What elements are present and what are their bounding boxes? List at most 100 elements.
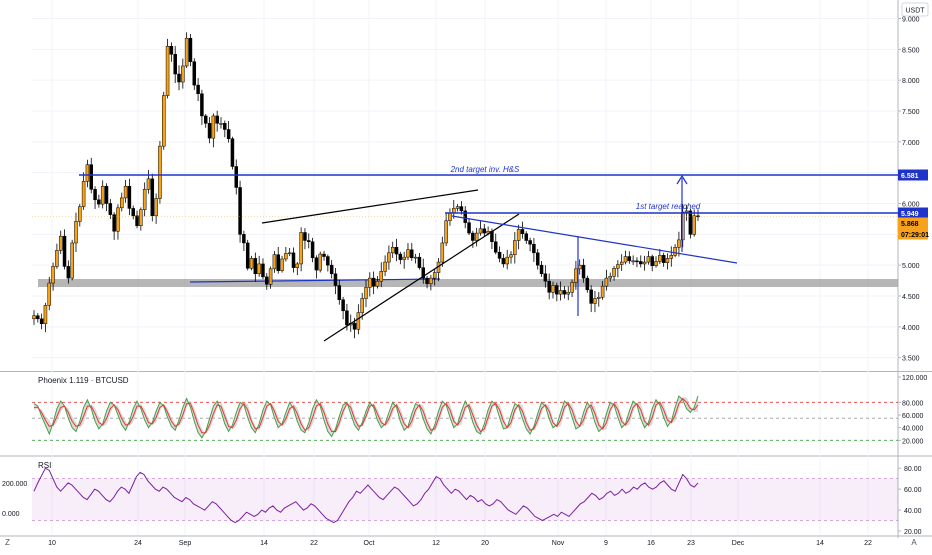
time-tick-label: Nov bbox=[552, 540, 565, 547]
candle bbox=[566, 286, 571, 301]
candle bbox=[112, 212, 116, 240]
rsi-tick-label: 60.00 bbox=[904, 487, 922, 494]
candle bbox=[619, 254, 624, 271]
phoenix-title: Phoenix 1.119 · BTCUSD bbox=[38, 376, 129, 385]
candle bbox=[375, 276, 380, 289]
candle bbox=[131, 205, 135, 220]
candle bbox=[398, 251, 403, 265]
timezone-button[interactable]: Z bbox=[5, 538, 10, 547]
candle bbox=[665, 253, 670, 270]
candle bbox=[299, 227, 303, 272]
candle bbox=[368, 272, 372, 297]
candle bbox=[387, 245, 391, 270]
candle bbox=[471, 230, 475, 248]
countdown-label: 07:29:01 bbox=[898, 228, 929, 240]
candle bbox=[581, 258, 586, 283]
candle bbox=[135, 210, 139, 229]
candle bbox=[555, 282, 559, 302]
time-tick-label: 10 bbox=[48, 540, 56, 547]
candle bbox=[532, 237, 536, 262]
candle bbox=[509, 251, 513, 264]
svg-text:6.581: 6.581 bbox=[901, 173, 919, 180]
candle bbox=[680, 204, 685, 248]
candle bbox=[173, 46, 177, 84]
candle bbox=[219, 117, 223, 129]
candle bbox=[654, 256, 658, 268]
candle bbox=[535, 248, 540, 270]
candle bbox=[123, 179, 128, 203]
candle bbox=[192, 58, 197, 90]
auto-scale-button[interactable]: A bbox=[911, 538, 917, 547]
candle bbox=[379, 262, 384, 288]
candle bbox=[440, 236, 445, 267]
candle bbox=[203, 114, 208, 128]
target-arrow-head-icon bbox=[676, 174, 688, 185]
candle bbox=[493, 233, 498, 255]
candle bbox=[43, 302, 48, 333]
candle bbox=[677, 231, 681, 257]
candle bbox=[658, 248, 662, 265]
candle bbox=[547, 273, 551, 300]
candle bbox=[307, 233, 311, 249]
candle bbox=[211, 113, 216, 148]
candle bbox=[196, 78, 200, 102]
candle bbox=[394, 238, 399, 262]
svg-text:07:29:01: 07:29:01 bbox=[901, 232, 929, 239]
candle bbox=[516, 224, 521, 250]
candle bbox=[165, 38, 170, 99]
candle bbox=[245, 239, 250, 271]
rsi-tick-label: 40.00 bbox=[904, 508, 922, 515]
candle bbox=[543, 265, 548, 288]
candle bbox=[360, 292, 364, 320]
rsi-tick-label: 20.00 bbox=[904, 529, 922, 536]
candle bbox=[314, 255, 319, 279]
candle bbox=[585, 275, 590, 293]
candle bbox=[142, 182, 147, 217]
candle bbox=[432, 268, 437, 286]
candle bbox=[322, 250, 326, 261]
candle bbox=[635, 257, 639, 268]
rising-wedge-top-line bbox=[261, 189, 479, 224]
candle bbox=[631, 255, 635, 265]
candle bbox=[253, 252, 258, 282]
candle bbox=[150, 173, 155, 222]
candle bbox=[604, 269, 609, 291]
candle bbox=[539, 260, 544, 277]
candle bbox=[383, 255, 387, 277]
time-tick-label: 24 bbox=[134, 540, 142, 547]
candle bbox=[291, 247, 296, 273]
candle bbox=[85, 159, 90, 188]
candle bbox=[207, 117, 212, 144]
phoenix-signal-line bbox=[34, 397, 699, 434]
candle bbox=[51, 262, 55, 291]
price-tick-label: 7.500 bbox=[902, 109, 920, 116]
candle bbox=[81, 172, 86, 210]
candle bbox=[623, 250, 628, 265]
time-tick-label: Sep bbox=[179, 540, 192, 547]
candle bbox=[272, 251, 277, 273]
candle bbox=[406, 243, 410, 261]
candle bbox=[463, 206, 467, 229]
candle bbox=[562, 286, 567, 299]
candle bbox=[249, 255, 254, 271]
candle bbox=[612, 266, 616, 281]
candle bbox=[234, 159, 239, 195]
candle bbox=[402, 251, 406, 269]
candle bbox=[287, 247, 292, 257]
candle bbox=[280, 255, 284, 273]
candle bbox=[688, 208, 693, 239]
candle bbox=[692, 209, 696, 237]
last-price-label: 5.868 bbox=[898, 217, 928, 229]
candle bbox=[589, 285, 593, 313]
candle bbox=[326, 254, 330, 272]
currency-badge[interactable]: USDT bbox=[901, 2, 929, 17]
candle bbox=[501, 253, 506, 268]
candle bbox=[265, 272, 269, 290]
candle bbox=[669, 246, 674, 267]
candle bbox=[284, 246, 288, 262]
candle bbox=[410, 242, 414, 261]
candle bbox=[238, 180, 242, 243]
candle bbox=[478, 220, 483, 236]
